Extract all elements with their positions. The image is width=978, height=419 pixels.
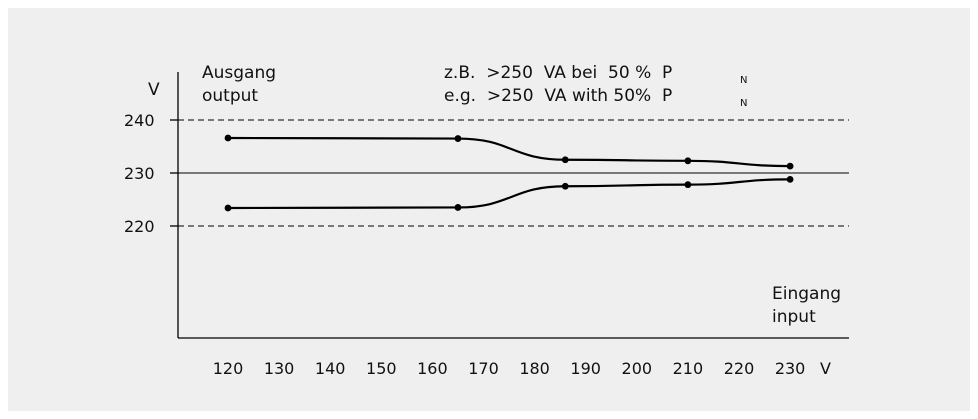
y-tick-label-220: 220 (124, 217, 155, 236)
y-tick-label-240: 240 (124, 111, 155, 130)
series-2-point-230 (786, 175, 794, 183)
x-axis-title-line-1: Eingang (772, 284, 841, 304)
series-line-2 (227, 178, 791, 210)
series-2-point-186 (561, 182, 569, 190)
x-tick-label-170: 170 (468, 359, 499, 378)
x-tick-label-230: 230 (775, 359, 806, 378)
x-unit-label: V (820, 359, 831, 378)
annotation-line-1: z.B. >250 VA bei 50 % P (444, 63, 672, 83)
series-1-point-165 (454, 135, 462, 142)
x-tick-label-200: 200 (622, 359, 653, 378)
ticks: 240 230 220 120 130 140 150 160 170 180 190 200 210 2… (124, 111, 805, 378)
x-tick-label-160: 160 (417, 359, 448, 378)
chart-panel (8, 8, 970, 411)
x-tick-label-120: 120 (213, 359, 244, 378)
series-1-point-230 (786, 162, 794, 170)
reference-lines (178, 119, 849, 227)
y-axis-title-line-1: Ausgang (202, 63, 276, 83)
x-tick-label-220: 220 (724, 359, 755, 378)
axes (177, 72, 849, 339)
annotation-line-2: e.g. >250 VA with 50% P (444, 86, 672, 106)
series-1-point-120 (224, 134, 232, 142)
annotation-line-1-subscript: N (740, 75, 747, 86)
x-tick-label-210: 210 (673, 359, 704, 378)
series-2-point-120 (224, 204, 232, 212)
series-2-point-165 (454, 204, 462, 211)
y-axis-title-line-2: output (202, 86, 258, 106)
x-tick-label-140: 140 (315, 359, 346, 378)
y-unit-label: V (148, 80, 160, 100)
series-2-point-210 (684, 181, 692, 189)
series-group (224, 134, 794, 212)
annotation-line-2-subscript: N (740, 98, 747, 109)
x-axis-title-line-2: input (772, 307, 816, 327)
y-tick-label-230: 230 (124, 164, 155, 183)
series-1-point-210 (684, 157, 692, 165)
x-tick-label-190: 190 (570, 359, 601, 378)
x-tick-label-130: 130 (264, 359, 295, 378)
x-tick-label-150: 150 (366, 359, 397, 378)
x-tick-label-180: 180 (519, 359, 550, 378)
series-line-1 (227, 136, 791, 168)
series-1-point-186 (561, 156, 569, 164)
